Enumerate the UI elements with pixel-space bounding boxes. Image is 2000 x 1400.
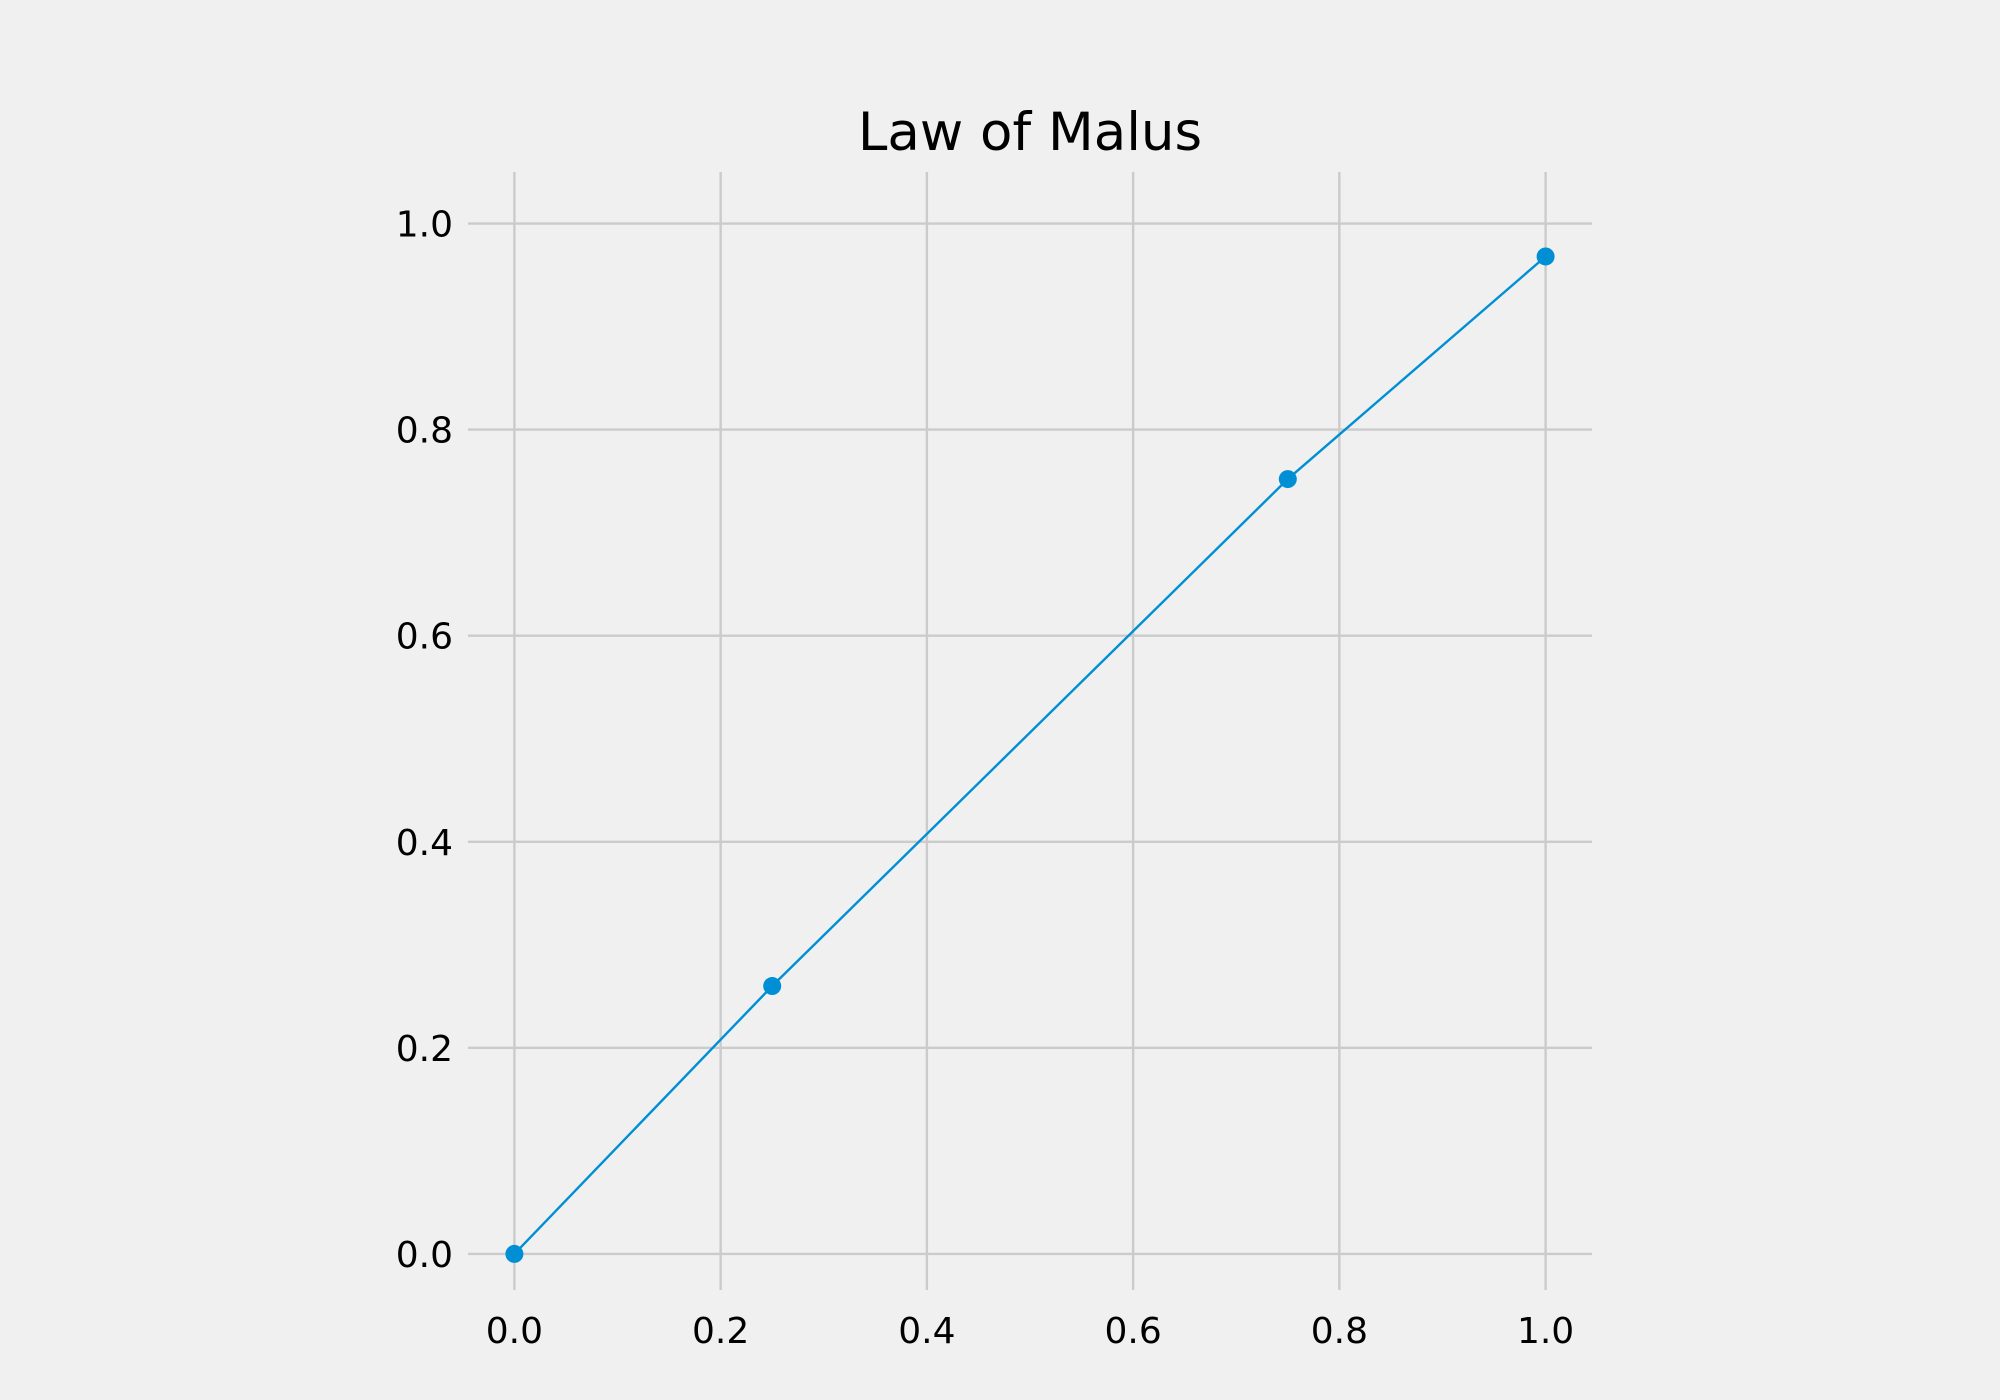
y-tick-label: 0.8	[396, 411, 453, 452]
x-tick-label: 0.0	[486, 1311, 543, 1352]
x-gridlines	[513, 172, 1547, 1290]
x-tick-labels: 0.0 0.2 0.4 0.6 0.8 1.0	[486, 1311, 1574, 1352]
x-tick-label: 0.4	[898, 1311, 955, 1352]
y-tick-labels: 0.0 0.2 0.4 0.6 0.8 1.0	[396, 205, 453, 1276]
y-gridlines	[468, 222, 1592, 1256]
y-tick-label: 1.0	[396, 205, 453, 246]
y-tick-label: 0.6	[396, 617, 453, 658]
x-tick-label: 1.0	[1517, 1311, 1574, 1352]
data-point	[1278, 470, 1297, 489]
y-tick-label: 0.0	[396, 1235, 453, 1276]
x-tick-label: 0.8	[1311, 1311, 1368, 1352]
series-line	[513, 255, 1547, 1255]
series-layer	[505, 247, 1555, 1263]
x-tick-label: 0.2	[692, 1311, 749, 1352]
data-point	[1536, 247, 1555, 266]
chart-title: Law of Malus	[858, 102, 1202, 163]
x-tick-label: 0.6	[1104, 1311, 1161, 1352]
y-tick-label: 0.4	[396, 823, 453, 864]
data-point	[505, 1244, 524, 1263]
y-tick-label: 0.2	[396, 1029, 453, 1070]
data-point	[763, 977, 782, 996]
